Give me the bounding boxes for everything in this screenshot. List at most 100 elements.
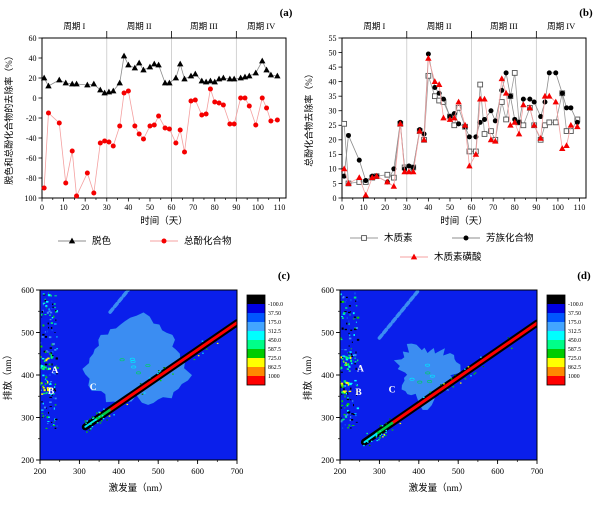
blob-speck [131, 365, 137, 369]
peak-cluster-speck [40, 367, 42, 369]
left-band-speck [40, 345, 43, 348]
peak-cluster-speck [46, 392, 48, 394]
tip-speck [379, 437, 382, 439]
triangle-marker [416, 127, 423, 134]
left-band-speck [348, 322, 350, 325]
peak-cluster-speck [49, 367, 51, 370]
peak-cluster-speck [343, 380, 347, 383]
blob-speck [417, 380, 423, 384]
tip-speck [101, 415, 104, 417]
circle-marker [456, 121, 462, 127]
left-band-speck [44, 414, 46, 416]
scatter-stripe-tip-green [94, 408, 111, 421]
left-band-speck [44, 314, 47, 316]
left-band-speck [350, 329, 353, 331]
left-band-speck [340, 407, 343, 409]
triangle-marker [507, 121, 514, 128]
peak-cluster-speck [348, 390, 352, 393]
peak-cluster-speck [347, 383, 350, 386]
triangle-marker [431, 78, 439, 85]
stripe-fringe-speck [98, 411, 100, 413]
left-band-speck [51, 329, 54, 332]
colorbar-band [547, 349, 565, 358]
left-band-speck [348, 332, 350, 335]
y-tick-label: 400 [321, 370, 334, 380]
stripe-fringe-speck [510, 347, 513, 349]
stripe-fringe-speck [482, 365, 485, 368]
triangle-marker [230, 75, 238, 82]
tip-speck [92, 421, 94, 423]
left-band-speck [340, 391, 343, 394]
triangle-marker [362, 191, 369, 198]
left-band-speck [347, 352, 349, 355]
period-label: 周期 IV [547, 21, 576, 31]
left-band-speck [340, 371, 343, 373]
left-band-speck [50, 393, 53, 396]
left-band-speck [344, 424, 347, 426]
circle-marker [74, 193, 80, 199]
peak-cluster-speck [42, 385, 44, 388]
circle-marker [542, 99, 548, 105]
left-band-speck [341, 357, 343, 359]
left-band-speck [45, 392, 47, 395]
left-band-speck [352, 401, 354, 403]
left-band-speck [341, 404, 344, 407]
left-band-speck [56, 367, 59, 369]
left-band-speck [356, 338, 360, 341]
blob-speck [429, 374, 435, 378]
circle-marker [188, 98, 194, 104]
open-square-marker [384, 171, 391, 178]
colorbar-tick-label: 37.50 [268, 311, 281, 317]
peak-cluster-speck [350, 356, 352, 360]
left-band-speck [55, 319, 57, 322]
stripe-fringe-speck [368, 444, 371, 447]
left-band-speck [346, 398, 350, 401]
panel-tag: (a) [280, 7, 293, 19]
left-band-speck [346, 404, 349, 407]
left-band-speck [48, 308, 51, 310]
triangle-marker [552, 98, 559, 105]
left-band-speck [55, 310, 57, 314]
peak-annotation-B: B [355, 388, 362, 398]
triangle-marker [420, 136, 428, 143]
tip-speck [385, 431, 387, 434]
left-band-speck [349, 356, 351, 359]
left-band-speck [41, 311, 44, 313]
stripe-fringe-speck [106, 419, 108, 421]
period-label: 周期 II [127, 21, 152, 31]
triangle-marker [226, 75, 234, 82]
left-band-speck [352, 359, 354, 362]
left-band-speck [45, 350, 48, 352]
colorbar-band [547, 313, 565, 322]
circle-marker [121, 90, 127, 96]
period-label: 周期 IV [247, 21, 276, 31]
circle-marker [162, 125, 168, 131]
left-band-speck [355, 421, 358, 423]
y-tick-label: 25 [329, 121, 337, 130]
blob-speck [427, 379, 433, 383]
left-band-speck [55, 369, 58, 372]
stripe-fringe-speck [91, 416, 94, 418]
scatter-stripe-tip-cyan [84, 418, 97, 428]
colorbar-frame [246, 294, 266, 386]
left-band-speck [347, 427, 349, 429]
stripe-fringe-speck [473, 373, 476, 375]
colorbar-band [247, 349, 265, 358]
open-square-marker [520, 122, 527, 129]
peak-cluster-speck [349, 382, 352, 386]
left-band-speck [343, 383, 345, 385]
tip-speck [379, 434, 381, 437]
left-band-speck [353, 296, 357, 299]
left-band-speck [344, 414, 347, 417]
circle-marker [91, 190, 97, 196]
left-band-speck [55, 365, 58, 367]
left-band-speck [341, 427, 344, 429]
triangle-marker [340, 165, 348, 172]
stripe-fringe-speck [464, 368, 466, 370]
circle-marker [242, 95, 248, 101]
y-tick-label: 500 [21, 328, 34, 338]
peak-cluster-speck [343, 391, 346, 394]
circle-marker [227, 121, 233, 127]
triangle-marker [526, 104, 534, 111]
stripe-fringe-speck [163, 367, 166, 369]
